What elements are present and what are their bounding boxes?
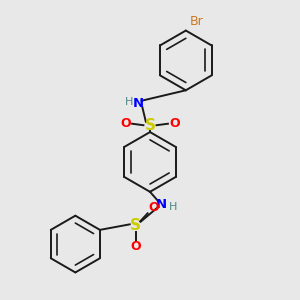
Text: O: O [130,240,141,253]
Text: O: O [120,117,131,130]
Text: H: H [169,202,177,212]
Text: N: N [133,97,144,110]
Text: Br: Br [189,16,203,28]
Text: O: O [169,117,180,130]
Text: O: O [148,201,159,214]
Text: S: S [145,118,155,133]
Text: N: N [156,198,167,211]
Text: S: S [130,218,141,233]
Text: H: H [125,97,133,106]
